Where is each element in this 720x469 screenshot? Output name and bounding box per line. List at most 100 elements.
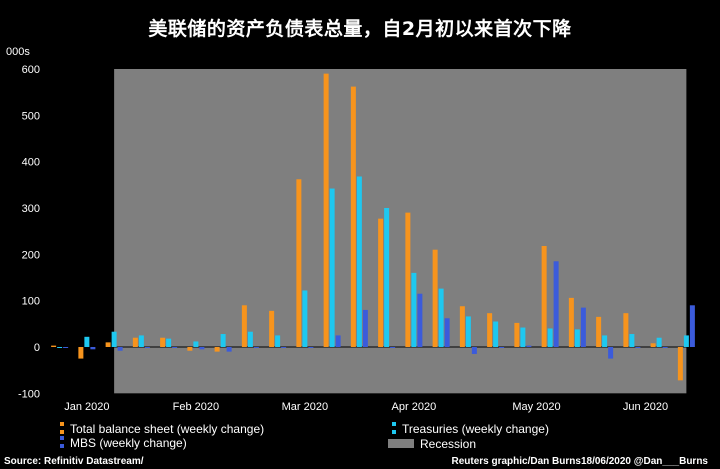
legend-mbs-swatch bbox=[60, 435, 64, 450]
bar-total bbox=[541, 245, 547, 347]
bar-total bbox=[323, 73, 329, 347]
bar-total bbox=[160, 337, 166, 347]
bar-mbs bbox=[117, 347, 123, 351]
chart-svg: -100 0 100 200 300 400 500 600 Jan 2020 Feb 2020 M… bbox=[17, 64, 695, 413]
y-tick-label: 100 bbox=[22, 296, 40, 308]
legend-treasuries: Treasuries (weekly change) bbox=[392, 421, 549, 436]
bar-mbs bbox=[444, 318, 450, 347]
y-tick-label: 500 bbox=[22, 110, 40, 122]
legend-recession-label: Recession bbox=[420, 436, 477, 451]
bar-total bbox=[459, 306, 465, 347]
bar-treasuries bbox=[193, 341, 199, 347]
bar-treasuries bbox=[574, 329, 580, 347]
bar-mbs bbox=[199, 347, 205, 350]
bar-total bbox=[514, 322, 520, 347]
bar-mbs bbox=[608, 347, 614, 359]
bar-treasuries bbox=[520, 327, 526, 347]
bar-mbs bbox=[226, 347, 232, 352]
legend-mbs: MBS (weekly change) bbox=[60, 435, 187, 450]
bar-total bbox=[596, 316, 602, 347]
bar-total bbox=[269, 310, 275, 347]
chart-title: 美联储的资产负债表总量，自2月初以来首次下降 bbox=[148, 18, 572, 40]
bar-mbs bbox=[499, 347, 505, 348]
legend-total-swatch bbox=[60, 421, 64, 436]
bar-total bbox=[623, 313, 629, 347]
bar-treasuries bbox=[275, 335, 281, 347]
bar-mbs bbox=[308, 347, 314, 348]
bar-treasuries bbox=[683, 335, 689, 347]
bar-treasuries bbox=[138, 335, 144, 347]
bar-treasuries bbox=[57, 347, 63, 348]
bar-treasuries bbox=[465, 316, 471, 347]
legend-total-label: Total balance sheet (weekly change) bbox=[70, 421, 265, 436]
bar-total bbox=[432, 249, 438, 347]
bar-total bbox=[105, 342, 111, 347]
bar-treasuries bbox=[547, 328, 553, 347]
bar-treasuries bbox=[247, 331, 253, 347]
bar-total bbox=[78, 347, 84, 359]
legend-recession: Recession bbox=[388, 436, 476, 451]
x-tick-label: Jan 2020 bbox=[64, 401, 109, 413]
bar-treasuries bbox=[411, 272, 417, 347]
bar-treasuries bbox=[384, 208, 390, 347]
legend-mbs-label: MBS (weekly change) bbox=[70, 435, 187, 450]
legend-treasuries-label: Treasuries (weekly change) bbox=[402, 421, 549, 436]
bar-treasuries bbox=[656, 337, 662, 347]
bar-total bbox=[405, 212, 411, 347]
legend-recession-swatch bbox=[388, 439, 414, 449]
bar-treasuries bbox=[629, 334, 635, 347]
bar-total bbox=[296, 179, 302, 347]
x-tick-label: Feb 2020 bbox=[173, 401, 219, 413]
y-tick-label: 400 bbox=[22, 157, 40, 169]
x-tick-label: Mar 2020 bbox=[282, 401, 328, 413]
bar-total bbox=[214, 347, 220, 352]
bar-total bbox=[132, 337, 138, 347]
bar-treasuries bbox=[220, 334, 226, 347]
bar-total bbox=[350, 86, 356, 348]
bar-treasuries bbox=[166, 338, 172, 347]
bar-mbs bbox=[172, 347, 178, 348]
credit-note: Reuters graphic/Dan Burns18/06/2020 @Dan… bbox=[451, 456, 708, 467]
legend-total: Total balance sheet (weekly change) bbox=[60, 421, 264, 436]
x-tick-label: May 2020 bbox=[512, 401, 560, 413]
bar-mbs bbox=[144, 347, 150, 348]
bar-total bbox=[378, 218, 384, 347]
x-tick-label: Jun 2020 bbox=[623, 401, 668, 413]
bar-mbs bbox=[662, 347, 668, 348]
source-note: Source: Refinitiv Datastream/ bbox=[4, 456, 144, 467]
bar-treasuries bbox=[111, 331, 117, 347]
bar-treasuries bbox=[493, 321, 499, 347]
y-tick-label: 200 bbox=[22, 249, 40, 261]
y-tick-label: 0 bbox=[34, 342, 40, 354]
bar-total bbox=[677, 347, 683, 381]
bar-mbs bbox=[635, 347, 641, 348]
bar-mbs bbox=[253, 347, 259, 348]
bar-total bbox=[650, 343, 656, 347]
bar-treasuries bbox=[302, 290, 308, 347]
bar-treasuries bbox=[602, 335, 608, 347]
legend-treasuries-swatch bbox=[392, 421, 396, 436]
bar-mbs bbox=[526, 345, 532, 347]
y-tick-label: -100 bbox=[18, 388, 40, 400]
recession-shading bbox=[114, 69, 687, 394]
y-unit-label: 000s bbox=[6, 46, 30, 58]
bar-mbs bbox=[471, 347, 477, 354]
bar-treasuries bbox=[438, 288, 444, 347]
bar-mbs bbox=[689, 305, 695, 347]
bar-treasuries bbox=[356, 176, 362, 347]
bar-treasuries bbox=[329, 188, 335, 347]
bar-total bbox=[51, 345, 57, 347]
bar-treasuries bbox=[84, 336, 90, 347]
bar-total bbox=[568, 297, 574, 347]
bar-mbs bbox=[90, 347, 96, 350]
bar-mbs bbox=[553, 261, 559, 347]
bar-total bbox=[487, 313, 493, 347]
y-tick-label: 300 bbox=[22, 203, 40, 215]
y-tick-label: 600 bbox=[22, 64, 40, 76]
bar-mbs bbox=[281, 347, 287, 348]
bar-total bbox=[187, 347, 193, 351]
bar-total bbox=[241, 305, 247, 347]
bar-mbs bbox=[580, 307, 586, 347]
bar-mbs bbox=[417, 293, 423, 347]
bar-mbs bbox=[63, 347, 69, 348]
